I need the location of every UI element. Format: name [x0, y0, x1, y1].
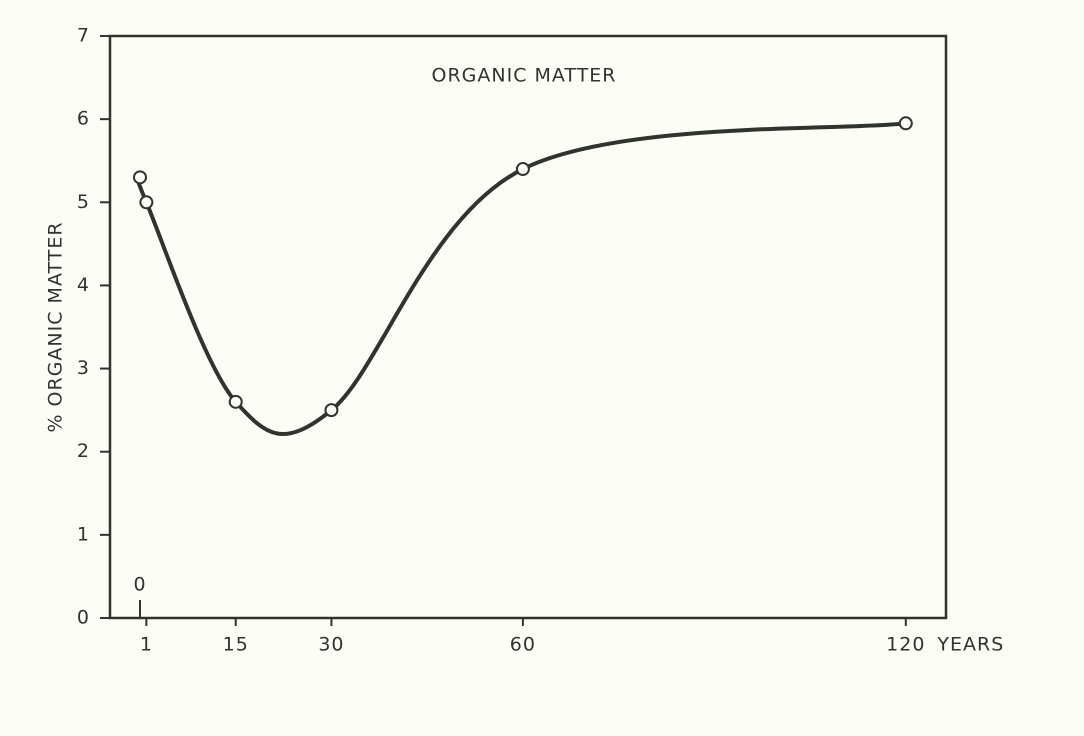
y-axis-label: % ORGANIC MATTER: [45, 221, 67, 432]
data-point: [898, 116, 913, 131]
x-tick-label: 1: [140, 634, 153, 656]
data-point: [139, 195, 154, 210]
y-tick-label: 5: [77, 191, 90, 213]
x-axis-label: YEARS: [936, 634, 1004, 656]
x-tick-label: 0: [133, 574, 146, 596]
y-tick-label: 7: [77, 25, 90, 47]
y-tick-label: 2: [77, 440, 90, 462]
plot-frame: [108, 34, 948, 620]
y-tick-label: 6: [77, 108, 90, 130]
y-tick-label: 0: [77, 607, 90, 629]
y-tick-label: 1: [77, 523, 90, 545]
x-tick-label: 60: [510, 634, 536, 656]
x-tick-label: 30: [318, 634, 344, 656]
y-tick-label: 4: [77, 274, 90, 296]
x-tick-label: 15: [223, 634, 249, 656]
data-point: [515, 162, 530, 177]
data-point: [132, 170, 147, 185]
data-point: [228, 394, 243, 409]
chart-title: ORGANIC MATTER: [432, 65, 617, 87]
data-point: [324, 403, 339, 418]
y-tick-label: 3: [77, 357, 90, 379]
x-tick-label: 120: [886, 634, 925, 656]
